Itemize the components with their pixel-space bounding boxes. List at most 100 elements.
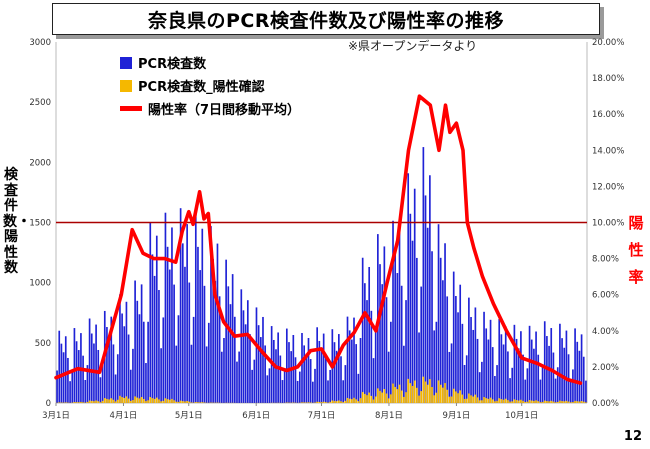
bar-positive <box>476 397 479 403</box>
bar-pcr <box>316 327 318 403</box>
bar-positive <box>474 394 477 403</box>
bar-pcr <box>93 343 95 403</box>
bar-positive <box>548 401 550 403</box>
y-tick-right: 14.00% <box>592 146 624 156</box>
bar-pcr <box>296 380 299 403</box>
bar-pcr <box>357 373 360 403</box>
bar-positive <box>123 397 126 403</box>
bar-pcr <box>75 341 78 403</box>
bar-pcr <box>431 251 433 403</box>
bar-positive <box>372 399 375 403</box>
bar-pcr <box>197 246 199 403</box>
bar-pcr <box>418 332 420 403</box>
y-tick-left: 500 <box>35 339 51 349</box>
bar-pcr <box>320 350 323 403</box>
bar-pcr <box>351 339 353 403</box>
bar-pcr <box>433 330 436 403</box>
bar-positive <box>507 400 509 403</box>
bar-positive <box>318 401 321 403</box>
bar-pcr <box>504 326 507 403</box>
bar-pcr <box>541 366 544 403</box>
bar-pcr <box>325 356 327 403</box>
x-tick-label: 5月1日 <box>175 411 203 421</box>
bar-positive <box>585 402 587 403</box>
y-tick-left: 1500 <box>29 219 51 229</box>
y-tick-left: 1000 <box>29 279 51 289</box>
bar-pcr <box>303 345 305 403</box>
bar-pcr <box>281 380 284 403</box>
bar-pcr <box>500 334 503 403</box>
bar-positive <box>58 402 61 403</box>
bar-positive <box>138 398 141 403</box>
bar-pcr <box>528 325 531 403</box>
bar-pcr <box>288 342 290 403</box>
bar-pcr <box>476 338 479 403</box>
y-tick-left: 2000 <box>29 158 51 168</box>
bar-positive <box>301 402 303 403</box>
bar-pcr <box>233 316 236 403</box>
y-ticks-left: 0 500 1000 1500 2000 2500 3000 <box>29 38 51 409</box>
bar-pcr <box>346 316 349 403</box>
bar-positive <box>303 402 305 403</box>
bar-positive <box>390 394 392 403</box>
bar-positive <box>563 401 566 403</box>
bar-pcr <box>452 271 455 403</box>
bar-positive <box>433 395 436 403</box>
bar-positive <box>387 398 390 403</box>
y-tick-right: 16.00% <box>592 110 624 120</box>
bar-positive <box>368 392 371 403</box>
bar-pcr <box>101 361 104 403</box>
bar-pcr <box>142 321 145 403</box>
bar-pcr <box>86 365 89 403</box>
bar-positive <box>147 400 149 403</box>
bar-positive <box>565 400 568 403</box>
bar-pcr <box>513 324 516 403</box>
bar-positive <box>203 402 206 403</box>
bar-positive <box>509 401 511 403</box>
bar-pcr <box>578 350 581 403</box>
bar-positive <box>166 399 169 403</box>
bar-positive <box>344 400 347 403</box>
bar-pcr <box>305 353 308 403</box>
bar-positive <box>145 401 147 403</box>
y-tick-right: 4.00% <box>592 327 619 337</box>
bar-pcr <box>168 269 171 403</box>
bar-positive <box>478 400 481 403</box>
bar-positive <box>502 399 505 403</box>
bar-pcr <box>246 300 249 403</box>
bar-pcr <box>511 367 514 403</box>
bar-pcr <box>307 337 310 403</box>
bar-positive <box>420 391 423 403</box>
bar-pcr <box>461 323 464 403</box>
bar-pcr <box>364 283 366 403</box>
bar-positive <box>496 400 498 403</box>
bar-positive <box>403 396 405 403</box>
bar-pcr <box>207 322 210 403</box>
bar-pcr <box>411 240 414 403</box>
bar-positive <box>160 401 162 403</box>
bar-positive <box>177 401 180 403</box>
bar-pcr <box>370 310 373 403</box>
rate-line-group <box>54 94 583 385</box>
bar-pcr <box>236 361 238 403</box>
bar-positive <box>533 400 535 403</box>
bar-pcr <box>383 246 386 403</box>
bar-pcr <box>95 324 97 403</box>
bar-positive <box>400 390 403 403</box>
bar-pcr <box>56 370 58 403</box>
bar-pcr <box>463 364 466 403</box>
bar-pcr <box>158 290 160 403</box>
bar-positive <box>103 398 106 403</box>
bar-pcr <box>329 369 332 403</box>
bar-positive <box>429 379 431 403</box>
bar-pcr <box>446 296 449 403</box>
bar-pcr <box>400 285 403 403</box>
x-ticks: 3月1日 4月1日 5月1日 6月1日 7月1日 8月1日 9月1日 10月1日 <box>42 403 538 421</box>
bar-pcr <box>116 354 119 403</box>
bar-pcr <box>468 297 470 403</box>
bar-pcr <box>231 274 234 403</box>
bar-positive <box>580 401 583 403</box>
bar-positive <box>194 402 197 403</box>
bar-positive <box>307 402 310 403</box>
